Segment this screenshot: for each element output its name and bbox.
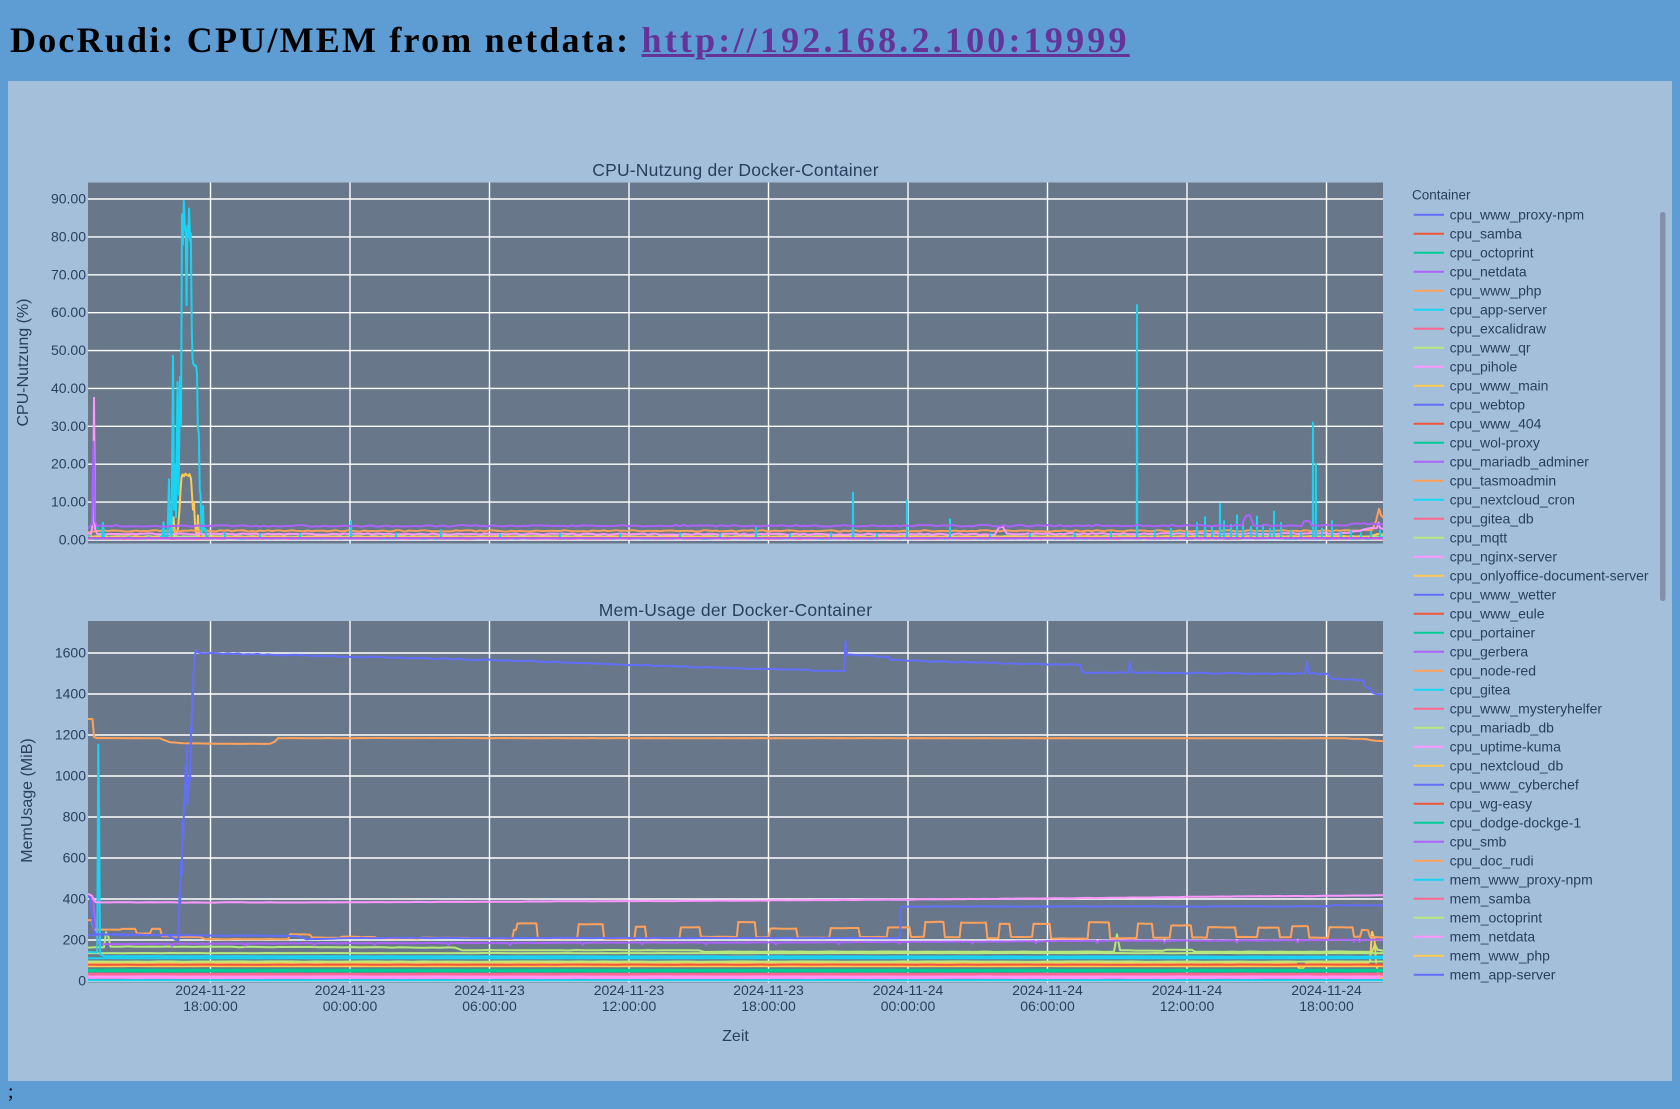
svg-text:30.00: 30.00 [51, 418, 86, 434]
svg-text:cpu_mqtt: cpu_mqtt [1450, 530, 1508, 546]
svg-text:Zeit: Zeit [722, 1028, 749, 1045]
svg-text:1000: 1000 [55, 768, 86, 784]
svg-text:12:00:00: 12:00:00 [602, 998, 657, 1014]
svg-text:cpu_www_eule: cpu_www_eule [1450, 606, 1545, 622]
svg-text:cpu_mariadb_adminer: cpu_mariadb_adminer [1450, 454, 1590, 470]
svg-text:cpu_netdata: cpu_netdata [1450, 264, 1527, 280]
svg-text:cpu_wg-easy: cpu_wg-easy [1450, 796, 1533, 812]
svg-text:Mem-Usage der Docker-Container: Mem-Usage der Docker-Container [599, 600, 872, 620]
svg-text:Container: Container [1412, 188, 1471, 203]
svg-text:cpu_portainer: cpu_portainer [1450, 625, 1536, 641]
svg-text:2024-11-23: 2024-11-23 [733, 982, 804, 998]
svg-text:400: 400 [63, 891, 87, 907]
svg-text:cpu_node-red: cpu_node-red [1450, 663, 1536, 679]
svg-text:2024-11-23: 2024-11-23 [454, 982, 525, 998]
svg-text:90.00: 90.00 [51, 191, 86, 207]
svg-text:0.00: 0.00 [59, 532, 86, 548]
svg-text:00:00:00: 00:00:00 [323, 998, 378, 1014]
svg-text:18:00:00: 18:00:00 [1299, 998, 1354, 1014]
svg-text:cpu_excalidraw: cpu_excalidraw [1450, 321, 1547, 337]
svg-text:cpu_www_main: cpu_www_main [1450, 378, 1549, 394]
svg-text:cpu_onlyoffice-document-server: cpu_onlyoffice-document-server [1450, 568, 1649, 584]
svg-text:mem_samba: mem_samba [1450, 891, 1531, 907]
svg-text:cpu_www_php: cpu_www_php [1450, 283, 1542, 299]
svg-text:1400: 1400 [55, 686, 86, 702]
svg-text:cpu_dodge-dockge-1: cpu_dodge-dockge-1 [1450, 815, 1582, 831]
svg-text:cpu_nginx-server: cpu_nginx-server [1450, 549, 1558, 565]
svg-text:2024-11-24: 2024-11-24 [1012, 982, 1083, 998]
svg-text:60.00: 60.00 [51, 304, 86, 320]
svg-text:80.00: 80.00 [51, 228, 86, 244]
svg-text:mem_www_proxy-npm: mem_www_proxy-npm [1450, 872, 1593, 888]
svg-text:cpu_doc_rudi: cpu_doc_rudi [1450, 853, 1534, 869]
svg-text:2024-11-24: 2024-11-24 [1152, 982, 1223, 998]
svg-text:cpu_www_cyberchef: cpu_www_cyberchef [1450, 777, 1579, 793]
svg-text:2024-11-23: 2024-11-23 [315, 982, 386, 998]
svg-text:MemUsage (MiB): MemUsage (MiB) [19, 738, 36, 862]
svg-text:2024-11-24: 2024-11-24 [873, 982, 944, 998]
svg-text:cpu_webtop: cpu_webtop [1450, 397, 1526, 413]
svg-text:mem_www_php: mem_www_php [1450, 948, 1551, 964]
svg-text:2024-11-23: 2024-11-23 [594, 982, 665, 998]
svg-text:cpu_app-server: cpu_app-server [1450, 302, 1548, 318]
svg-text:cpu_gerbera: cpu_gerbera [1450, 644, 1529, 660]
svg-text:12:00:00: 12:00:00 [1160, 998, 1215, 1014]
svg-text:06:00:00: 06:00:00 [1020, 998, 1075, 1014]
svg-text:200: 200 [63, 932, 87, 948]
svg-text:cpu_tasmoadmin: cpu_tasmoadmin [1450, 473, 1557, 489]
svg-text:0: 0 [78, 973, 86, 989]
svg-text:50.00: 50.00 [51, 342, 86, 358]
svg-text:mem_app-server: mem_app-server [1450, 967, 1556, 983]
svg-text:cpu_www_mysteryhelfer: cpu_www_mysteryhelfer [1450, 701, 1603, 717]
svg-text:cpu_www_qr: cpu_www_qr [1450, 340, 1531, 356]
svg-text:cpu_nextcloud_db: cpu_nextcloud_db [1450, 758, 1564, 774]
svg-text:cpu_smb: cpu_smb [1450, 834, 1507, 850]
svg-text:06:00:00: 06:00:00 [462, 998, 517, 1014]
svg-text:cpu_nextcloud_cron: cpu_nextcloud_cron [1450, 492, 1575, 508]
svg-text:70.00: 70.00 [51, 266, 86, 282]
svg-text:cpu_uptime-kuma: cpu_uptime-kuma [1450, 739, 1561, 755]
svg-text:cpu_gitea: cpu_gitea [1450, 682, 1511, 698]
svg-text:CPU-Nutzung (%): CPU-Nutzung (%) [15, 298, 32, 426]
svg-text:cpu_www_wetter: cpu_www_wetter [1450, 587, 1557, 603]
svg-text:cpu_mariadb_db: cpu_mariadb_db [1450, 720, 1555, 736]
svg-text:cpu_wol-proxy: cpu_wol-proxy [1450, 435, 1540, 451]
svg-text:18:00:00: 18:00:00 [741, 998, 796, 1014]
svg-text:mem_octoprint: mem_octoprint [1450, 910, 1543, 926]
svg-text:20.00: 20.00 [51, 456, 86, 472]
svg-text:00:00:00: 00:00:00 [881, 998, 936, 1014]
svg-text:CPU-Nutzung der Docker-Contain: CPU-Nutzung der Docker-Container [592, 160, 879, 180]
svg-text:cpu_gitea_db: cpu_gitea_db [1450, 511, 1534, 527]
svg-text:cpu_pihole: cpu_pihole [1450, 359, 1518, 375]
svg-text:mem_netdata: mem_netdata [1450, 929, 1536, 945]
svg-text:10.00: 10.00 [51, 494, 86, 510]
svg-text:1200: 1200 [55, 727, 86, 743]
svg-text:cpu_www_404: cpu_www_404 [1450, 416, 1542, 432]
svg-text:2024-11-24: 2024-11-24 [1291, 982, 1362, 998]
svg-text:1600: 1600 [55, 645, 86, 661]
svg-text:800: 800 [63, 809, 87, 825]
svg-text:2024-11-22: 2024-11-22 [175, 982, 246, 998]
svg-text:cpu_www_proxy-npm: cpu_www_proxy-npm [1450, 207, 1585, 223]
svg-text:18:00:00: 18:00:00 [183, 998, 238, 1014]
svg-text:40.00: 40.00 [51, 380, 86, 396]
svg-text:600: 600 [63, 850, 87, 866]
svg-text:cpu_octoprint: cpu_octoprint [1450, 245, 1534, 261]
svg-text:cpu_samba: cpu_samba [1450, 226, 1523, 242]
